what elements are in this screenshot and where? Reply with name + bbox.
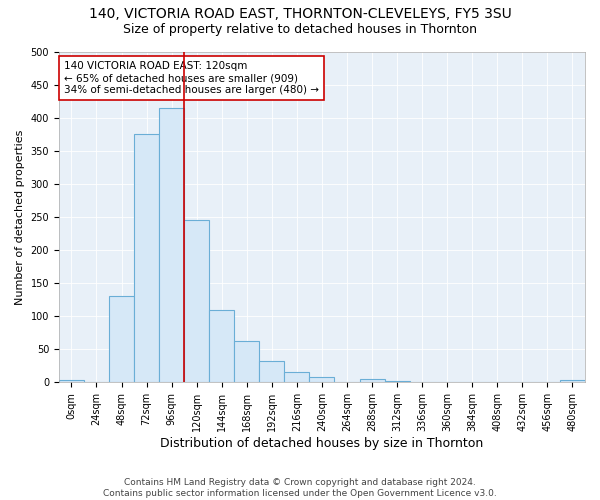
Bar [560, 380, 585, 382]
Text: 140, VICTORIA ROAD EAST, THORNTON-CLEVELEYS, FY5 3SU: 140, VICTORIA ROAD EAST, THORNTON-CLEVEL… [89, 8, 511, 22]
Bar [134, 134, 159, 382]
Bar [209, 310, 234, 382]
Text: Contains HM Land Registry data © Crown copyright and database right 2024.
Contai: Contains HM Land Registry data © Crown c… [103, 478, 497, 498]
X-axis label: Distribution of detached houses by size in Thornton: Distribution of detached houses by size … [160, 437, 484, 450]
Bar [359, 379, 385, 382]
Bar [159, 108, 184, 382]
Text: Size of property relative to detached houses in Thornton: Size of property relative to detached ho… [123, 22, 477, 36]
Bar [59, 380, 84, 382]
Y-axis label: Number of detached properties: Number of detached properties [15, 130, 25, 304]
Bar [184, 220, 209, 382]
Bar [284, 372, 310, 382]
Bar [310, 377, 334, 382]
Bar [109, 296, 134, 382]
Text: 140 VICTORIA ROAD EAST: 120sqm
← 65% of detached houses are smaller (909)
34% of: 140 VICTORIA ROAD EAST: 120sqm ← 65% of … [64, 62, 319, 94]
Bar [259, 360, 284, 382]
Bar [234, 341, 259, 382]
Bar [385, 381, 410, 382]
